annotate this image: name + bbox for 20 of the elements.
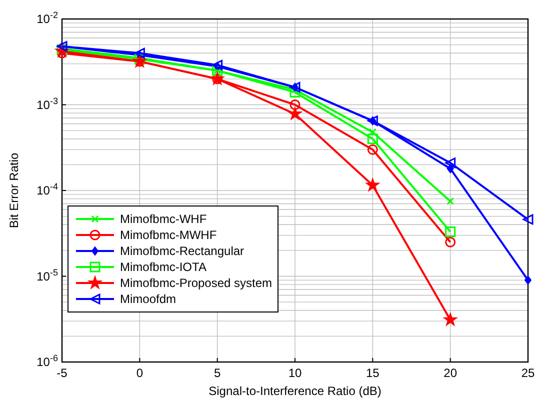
y-tick-label: 10$^{-4}$ [36, 182, 58, 198]
x-tick-label: 15 [366, 366, 380, 380]
x-tick-label: -5 [56, 366, 68, 380]
legend-label: Mimofbmc-Proposed system [120, 276, 272, 290]
y-tick-label: 10$^{-6}$ [36, 353, 58, 369]
legend-label: Mimofbmc-IOTA [120, 260, 206, 274]
legend-label: Mimoofdm [120, 292, 176, 306]
y-axis-title: Bit Error Ratio [7, 152, 21, 228]
x-tick-label: 25 [521, 366, 535, 380]
legend-label: Mimofbmc-WHF [120, 212, 207, 226]
x-tick-label: 10 [288, 366, 302, 380]
legend-label: Mimofbmc-Rectangular [120, 244, 244, 258]
y-tick-label: 10$^{-5}$ [36, 267, 58, 284]
y-tick-label: 10$^{-2}$ [36, 10, 58, 26]
x-tick-label: 5 [214, 366, 221, 380]
x-tick-label: 20 [444, 366, 458, 380]
legend-label: Mimofbmc-MWHF [120, 228, 217, 242]
y-tick-label: 10$^{-3}$ [36, 96, 58, 112]
x-tick-label: 0 [136, 366, 144, 380]
x-axis-title: Signal-to-Interference Ratio (dB) [208, 384, 382, 398]
